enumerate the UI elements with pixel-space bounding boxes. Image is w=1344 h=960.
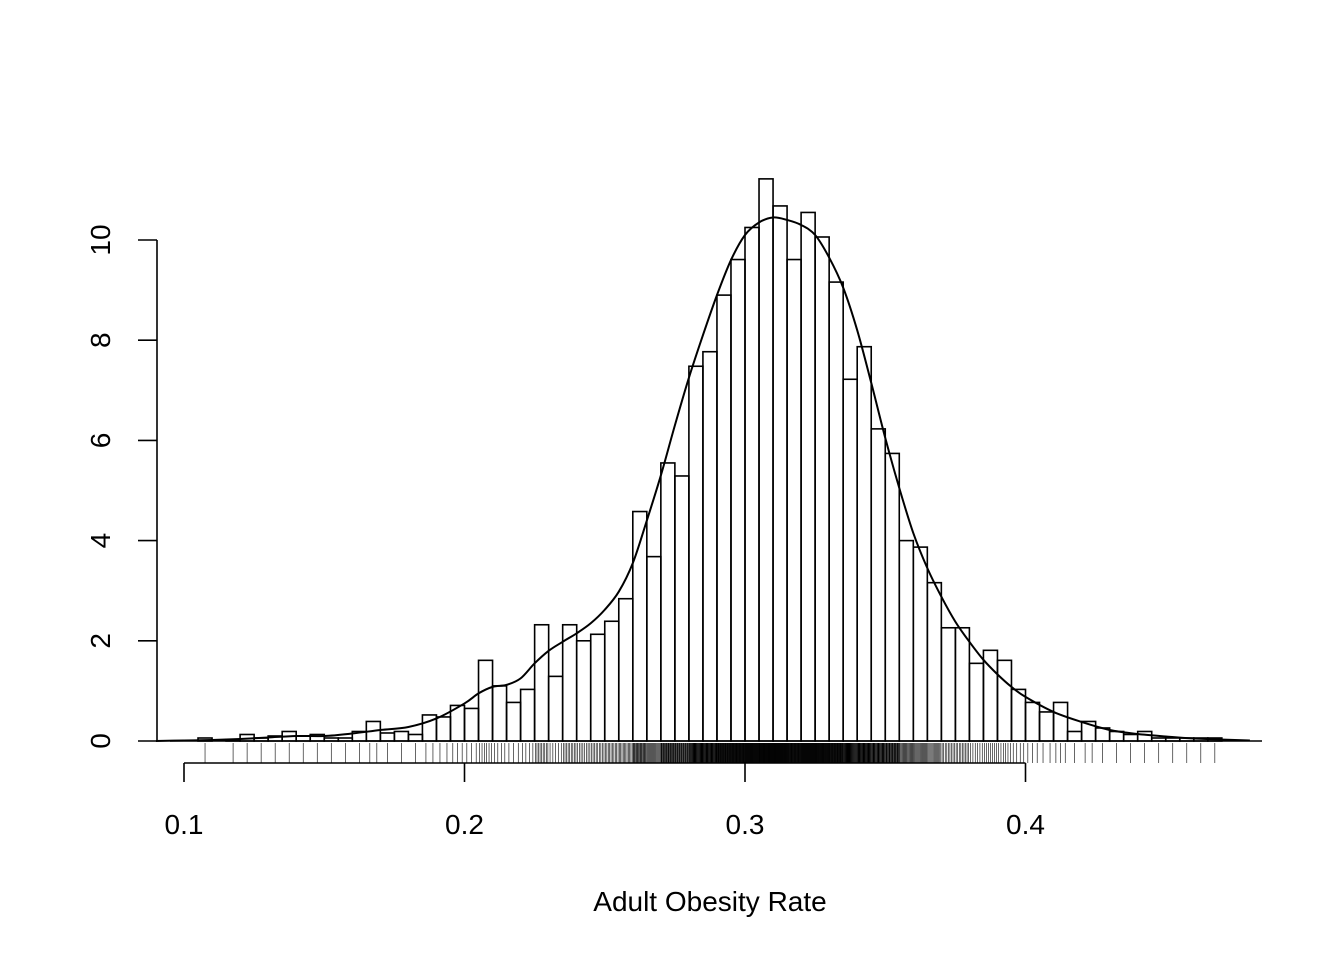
y-tick-label: 0 [85,733,116,749]
histogram-bar [982,649,999,742]
histogram-bar [996,659,1013,742]
histogram-bar [1038,711,1055,742]
histogram-bar [814,236,830,742]
histogram-bar [1122,733,1139,742]
histogram-bar [786,258,802,742]
histogram-bar [744,226,760,742]
histogram-bar [1024,701,1041,742]
histogram-bar [477,659,494,742]
y-axis: 0 2 4 6 8 10 [85,224,158,749]
histogram-bar [884,452,901,742]
histogram-bar [940,626,957,742]
x-axis: 0.1 0.2 0.3 0.4 [165,762,1045,840]
x-tick-label: 0.4 [1006,809,1045,840]
x-tick-label: 0.3 [726,809,765,840]
histogram-bar [533,623,550,742]
histogram-bar [800,211,816,742]
histogram-bar [435,716,452,742]
density-curve-group [155,216,1262,742]
histogram-bar [730,258,746,742]
histogram-bar [926,581,943,742]
histogram-bar [505,701,522,742]
histogram-bar [758,178,774,742]
histogram-bar [561,623,578,742]
y-tick-label: 10 [85,224,116,255]
histogram-bar [772,205,788,742]
histogram-bar [688,365,704,742]
histogram-bar [898,539,915,742]
histogram-bar [1010,688,1027,742]
histogram-bar [954,626,971,742]
histogram-bar [393,730,410,742]
histogram-bar [870,428,887,742]
x-tick-label: 0.1 [165,809,204,840]
x-tick-label: 0.2 [445,809,484,840]
y-tick-label: 8 [85,332,116,348]
x-axis-title: Adult Obesity Rate [593,886,826,917]
histogram-bar [547,675,564,742]
histogram-bars [197,178,1223,742]
histogram-bar [1052,701,1069,742]
histogram-bar [1136,730,1153,742]
histogram-bar [828,281,844,742]
histogram-bar [379,732,396,742]
histogram-bar [589,633,606,742]
histogram-bar [716,294,732,742]
histogram-bar [912,546,929,742]
histogram-bar [603,620,620,742]
y-tick-label: 2 [85,633,116,649]
histogram-bar [491,685,508,742]
histogram-bar [674,475,690,742]
histogram-bar [519,688,536,742]
y-tick-label: 6 [85,433,116,449]
histogram-bar [702,350,718,742]
histogram-bar [660,462,676,742]
histogram-bar [617,597,634,742]
histogram-bar [856,345,873,742]
y-tick-label: 4 [85,533,116,549]
histogram-bar [968,662,985,742]
histogram-bar [842,378,858,742]
histogram-bar [646,555,662,742]
histogram-bar [463,707,480,742]
histogram-bar [575,639,592,742]
rug-marks [204,743,1216,763]
density-curve [155,216,1250,742]
histogram-bar [407,733,424,742]
histogram-bar [1066,730,1083,742]
